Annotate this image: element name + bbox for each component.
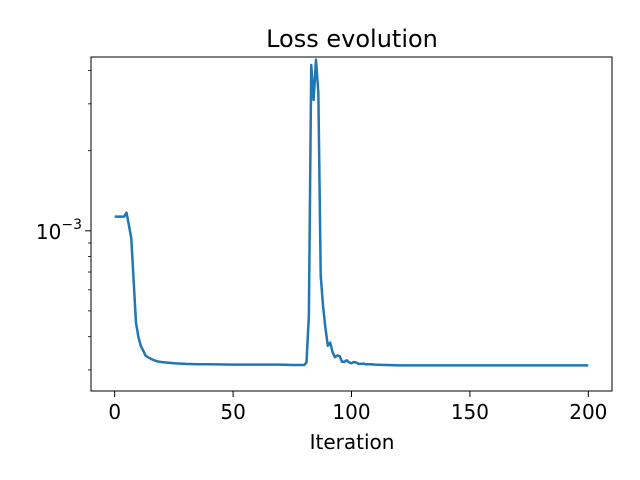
x-tick-label: 200 <box>569 400 607 424</box>
x-axis-label: Iteration <box>310 430 395 454</box>
y-axis: 10−3 <box>36 70 91 371</box>
chart-title: Loss evolution <box>266 25 438 53</box>
series-line-0 <box>114 58 589 367</box>
x-tick-label: 100 <box>332 400 370 424</box>
y-tick-label: 10−3 <box>36 217 82 244</box>
x-tick-label: 50 <box>220 400 245 424</box>
x-tick-label: 150 <box>451 400 489 424</box>
x-tick-label: 0 <box>108 400 121 424</box>
plot-area <box>114 58 589 367</box>
x-axis: 0 50 100 150 200 <box>108 391 607 424</box>
